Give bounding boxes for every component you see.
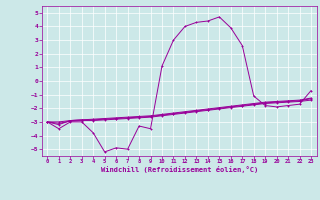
X-axis label: Windchill (Refroidissement éolien,°C): Windchill (Refroidissement éolien,°C) [100,166,258,173]
